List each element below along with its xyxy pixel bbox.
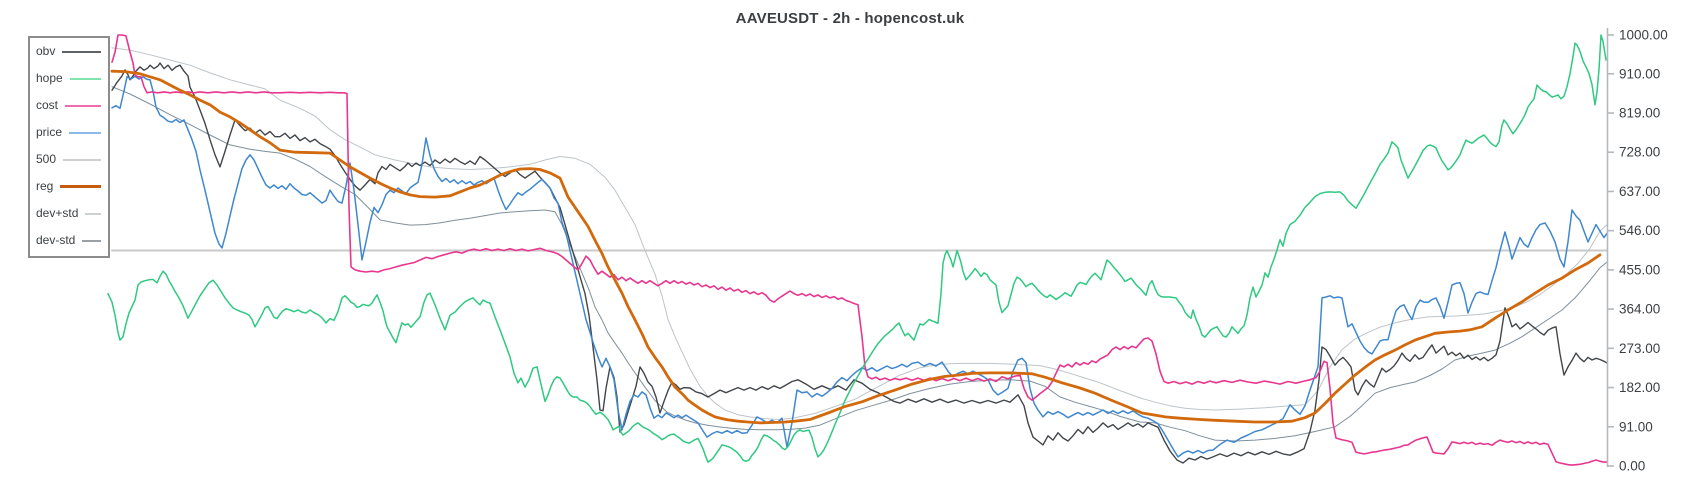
- legend-line-sample-icon: [69, 131, 101, 134]
- legend-label: hope: [36, 71, 63, 85]
- y-axis-tick-label: 546.00: [1619, 223, 1660, 238]
- legend-item-dev+std[interactable]: dev+std: [36, 207, 101, 220]
- legend-item-reg[interactable]: reg: [36, 180, 101, 193]
- legend-label: price: [36, 125, 63, 139]
- legend-item-500[interactable]: 500: [36, 153, 101, 166]
- legend-item-dev-std[interactable]: dev-std: [36, 234, 101, 247]
- legend-label: reg: [36, 179, 54, 193]
- legend: obv hope cost price 500 reg dev+std dev-std: [28, 36, 110, 258]
- y-axis-tick-label: 1000.00: [1619, 28, 1668, 43]
- legend-label: obv: [36, 44, 56, 58]
- y-axis-tick-label: 819.00: [1619, 106, 1660, 121]
- series-line-obv: [111, 62, 1608, 464]
- y-axis-tick-label: 364.00: [1619, 302, 1660, 317]
- legend-line-sample-icon: [69, 77, 101, 80]
- y-axis-tick-label: 91.00: [1619, 419, 1653, 434]
- series-line-dev+std: [111, 47, 1608, 420]
- y-axis-tick-label: 182.00: [1619, 380, 1660, 395]
- series-line-cost: [111, 34, 1608, 466]
- legend-item-cost[interactable]: cost: [36, 99, 101, 112]
- legend-line-sample-icon: [63, 158, 101, 161]
- series-line-reg: [110, 69, 1602, 425]
- legend-label: dev+std: [36, 206, 79, 220]
- series-line-dev-std: [111, 86, 1608, 442]
- legend-line-sample-icon: [82, 239, 101, 242]
- y-axis: 1000.00 910.00 819.00 728.00 637.00 546.00 455…: [1606, 28, 1668, 474]
- legend-label: dev-std: [36, 233, 76, 247]
- legend-line-sample-icon: [60, 185, 101, 188]
- legend-label: cost: [36, 98, 59, 112]
- legend-item-price[interactable]: price: [36, 126, 101, 139]
- y-axis-tick-label: 637.00: [1619, 184, 1660, 199]
- series-line-hope: [107, 34, 1607, 463]
- legend-line-sample-icon: [62, 50, 101, 53]
- legend-label: 500: [36, 152, 57, 166]
- y-axis-tick-label: 273.00: [1619, 341, 1660, 356]
- legend-item-hope[interactable]: hope: [36, 72, 101, 85]
- y-axis-tick-label: 0.00: [1619, 459, 1645, 474]
- series-line-price: [111, 75, 1608, 458]
- legend-line-sample-icon: [65, 104, 101, 107]
- y-axis-tick-label: 455.00: [1619, 262, 1660, 277]
- y-axis-tick-label: 910.00: [1619, 66, 1660, 81]
- page-title: AAVEUSDT - 2h - hopencost.uk: [735, 10, 965, 27]
- legend-line-sample-icon: [85, 212, 101, 215]
- y-axis-tick-label: 728.00: [1619, 145, 1660, 160]
- legend-item-obv[interactable]: obv: [36, 45, 101, 58]
